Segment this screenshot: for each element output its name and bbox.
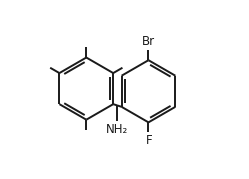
Text: NH₂: NH₂ xyxy=(105,123,128,136)
Text: Br: Br xyxy=(142,35,155,48)
Text: F: F xyxy=(146,134,152,147)
